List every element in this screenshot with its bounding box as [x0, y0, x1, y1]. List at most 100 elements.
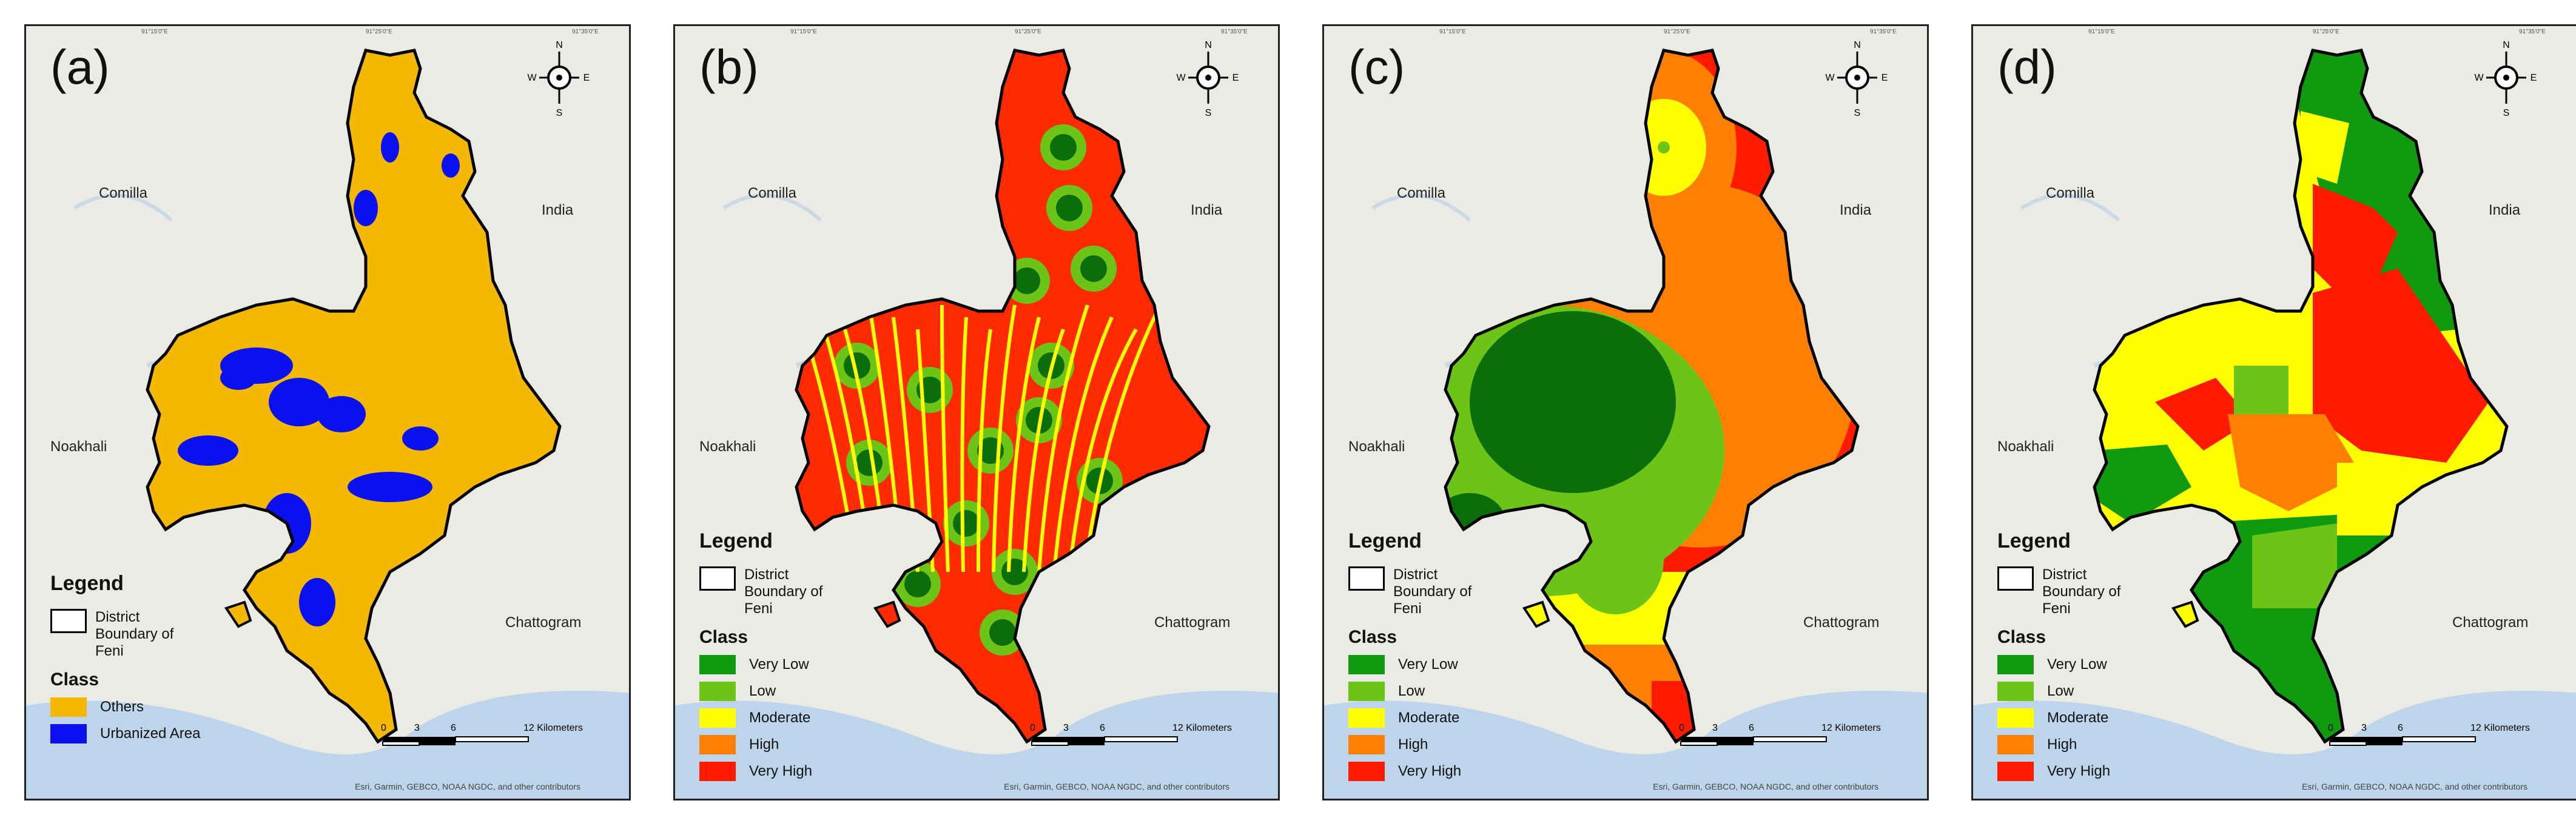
place-noakhali: Noakhali — [699, 438, 756, 455]
zone-moderate — [977, 329, 992, 572]
map-credit: Esri, Garmin, GEBCO, NOAA NGDC, and othe… — [1653, 782, 1878, 791]
legend-class-label: Very High — [2047, 763, 2111, 779]
legend-class-label: Low — [1398, 683, 1425, 699]
zone-moderate — [960, 317, 968, 572]
legend-swatch — [1997, 682, 2034, 701]
graticule-label: 91°35'0"E — [1870, 29, 1897, 35]
zone-moderate — [1083, 304, 1162, 572]
scale-bar: 0 3 6 12 Kilometers — [1679, 723, 1881, 746]
compass-e: E — [1233, 73, 1239, 83]
place-chattogram: Chattogram — [2452, 614, 2529, 631]
legend-class-label: Very High — [749, 763, 813, 779]
place-noakhali: Noakhali — [50, 438, 107, 455]
urbanized-patch — [299, 578, 335, 626]
legend-class-item: High — [699, 735, 841, 754]
scale-bar: 0 3 6 12 Kilometers — [1030, 723, 1232, 746]
sea-area — [1973, 691, 2576, 799]
scale-tick: 12 Kilometers — [523, 723, 583, 733]
legend-class-item: Very Low — [1997, 655, 2139, 674]
legend-class-item: High — [1348, 735, 1490, 754]
zone-very-low — [1050, 134, 1077, 161]
legend-class-item: Very High — [1997, 762, 2139, 781]
compass-s: S — [1205, 108, 1212, 117]
zone-low — [2234, 366, 2288, 414]
place-chattogram: Chattogram — [1154, 614, 1231, 631]
legend-boundary-row: District Boundary of Feni — [699, 566, 841, 617]
urbanized-patch — [178, 435, 238, 466]
boundary-label: District Boundary of Feni — [2042, 566, 2121, 617]
scale-tick: 6 — [1749, 723, 1754, 733]
place-comilla: Comilla — [99, 185, 148, 201]
legend-class-label: Very Low — [1398, 656, 1458, 673]
place-comilla: Comilla — [2046, 185, 2095, 201]
legend-swatch — [50, 697, 87, 717]
legend-swatch — [699, 655, 736, 674]
zone-very-low — [856, 449, 883, 476]
legend-class-item: Others — [50, 697, 200, 717]
legend-class-item: Very Low — [1348, 655, 1490, 674]
panel-tag: (c) — [1348, 40, 1405, 94]
scale-bar: 0 3 6 12 Kilometers — [2328, 723, 2530, 746]
class-title: Class — [50, 670, 99, 690]
zone-moderate — [940, 304, 950, 572]
scale-tick: 6 — [451, 723, 456, 733]
scale-tick: 0 — [381, 723, 386, 733]
compass-n: N — [1854, 40, 1861, 50]
place-india: India — [542, 202, 574, 218]
compass-e: E — [583, 73, 590, 83]
boundary-label: District Boundary of Feni — [1393, 566, 1472, 617]
map-credit: Esri, Garmin, GEBCO, NOAA NGDC, and othe… — [355, 782, 580, 791]
legend-class-item: Moderate — [1348, 708, 1490, 728]
compass-n: N — [1205, 40, 1212, 50]
place-india: India — [1191, 202, 1223, 218]
legend-class-item: Very High — [1348, 762, 1490, 781]
scale-tick: 6 — [1100, 723, 1105, 733]
urbanized-patch — [381, 132, 399, 163]
compass-s: S — [556, 108, 563, 117]
legend-class-item: Urbanized Area — [50, 724, 200, 743]
zone-very-low — [1056, 195, 1083, 221]
compass-n: N — [556, 40, 563, 50]
zone-moderate — [1052, 316, 1114, 572]
urbanized-patch — [269, 378, 329, 426]
legend-title: Legend — [1997, 529, 2071, 552]
compass-w: W — [1825, 73, 1835, 83]
zone-moderate — [1037, 304, 1089, 572]
graticule-label: 91°15'0"E — [790, 29, 817, 35]
river — [2020, 193, 2120, 222]
boundary-swatch — [50, 609, 87, 633]
compass-s: S — [2503, 108, 2510, 117]
place-comilla: Comilla — [748, 185, 797, 201]
compass-w: W — [1176, 73, 1186, 83]
zone-moderate — [2337, 463, 2434, 535]
urbanized-patch — [354, 190, 378, 226]
north-arrow-compass: N S E W — [527, 40, 590, 117]
legend-class-item: High — [1997, 735, 2139, 754]
scale-tick: 3 — [1712, 723, 1718, 733]
urbanized-patch — [317, 396, 366, 432]
sea-area — [26, 691, 629, 799]
zone-low — [2252, 523, 2337, 608]
island — [873, 600, 901, 628]
scale-tick: 12 Kilometers — [2470, 723, 2530, 733]
scale-tick: 12 Kilometers — [1821, 723, 1881, 733]
legend-class-item: Low — [1997, 682, 2139, 701]
island — [224, 600, 252, 628]
island — [1522, 600, 1550, 628]
class-title: Class — [1997, 627, 2046, 647]
zone-very-high — [2155, 378, 2252, 451]
compass-n: N — [2503, 40, 2510, 50]
map-credit: Esri, Garmin, GEBCO, NOAA NGDC, and othe… — [2302, 782, 2527, 791]
zone-very-low — [844, 352, 870, 379]
scale-tick: 0 — [1679, 723, 1684, 733]
graticule-label: 91°15'0"E — [141, 29, 168, 35]
urbanized-patch — [348, 472, 432, 502]
map-canvas — [1324, 49, 1927, 799]
zone-very-low — [1470, 311, 1676, 493]
zone-very-low — [1014, 267, 1040, 294]
map-canvas — [1973, 49, 2576, 799]
legend-swatch — [1348, 735, 1385, 754]
north-arrow-compass: N S E W — [1825, 40, 1888, 117]
zone-moderate — [2301, 111, 2349, 184]
sea-area — [675, 691, 1278, 799]
